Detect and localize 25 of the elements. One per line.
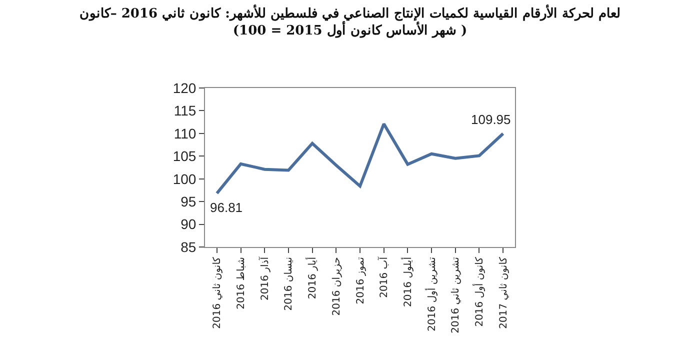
x-tick-label: تموز 2016: [355, 256, 366, 304]
x-tick-label: كانون ثاني 2017: [498, 256, 510, 329]
chart-title: لعام لحركة الأرقام القياسية لكميات الإنتاج الصناعي في فلسطين للأشهر: كانون ثاني 2016 –كانون: [79, 4, 621, 22]
x-tick-label: شباط 2016: [236, 257, 248, 310]
x-tick-label: حزيران 2016: [331, 257, 342, 316]
x-tick-label: أيلول 2016: [400, 256, 414, 307]
x-tick-label: تشرين ثاني 2016: [450, 256, 462, 334]
x-tick-label: آذار 2016: [258, 256, 271, 300]
x-tick-label: تشرين أول 2016: [424, 256, 438, 332]
x-tick-label: آب 2016: [377, 256, 390, 298]
y-tick-label: 120: [172, 80, 196, 96]
x-tick-label: كانون أول 2016: [472, 256, 486, 327]
x-tick-label: نيسان 2016: [284, 257, 295, 311]
data-label: 96.81: [210, 200, 243, 215]
y-tick-label: 90: [180, 216, 196, 232]
y-tick-label: 85: [180, 238, 196, 255]
data-label: 109.95: [471, 112, 511, 127]
x-tick-label: كانون ثاني 2016: [212, 256, 224, 329]
y-tick-label: 95: [180, 193, 196, 210]
y-tick-label: 100: [172, 170, 196, 187]
y-tick-label: 115: [174, 102, 196, 119]
chart-subtitle: (شهر الأساس كانون أول 2015 = 100 ): [232, 21, 468, 38]
y-tick-label: 110: [174, 125, 196, 142]
x-tick-label: أيار 2016: [306, 256, 319, 300]
y-tick-label: 105: [172, 148, 196, 164]
